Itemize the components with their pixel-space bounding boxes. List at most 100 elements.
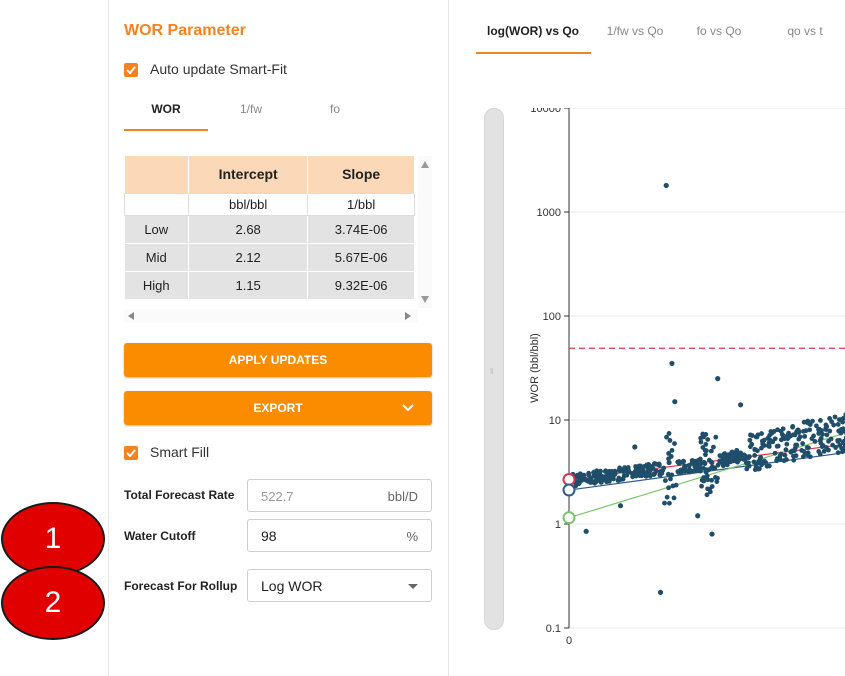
table-row: Low 2.68 3.74E-06 xyxy=(124,215,415,244)
data-point xyxy=(632,444,638,450)
slope-cell[interactable]: 5.67E-06 xyxy=(307,243,415,272)
header-slope: Slope xyxy=(307,156,415,193)
forecast-for-rollup-label: Forecast For Rollup xyxy=(124,579,238,593)
callout-badge-1: 1 xyxy=(1,502,105,576)
data-point xyxy=(812,439,818,444)
data-point xyxy=(792,448,797,454)
export-button[interactable]: EXPORT xyxy=(124,391,432,425)
data-point xyxy=(698,435,704,441)
tab-inverse-fw-vs-qo[interactable]: 1/fw vs Qo xyxy=(606,24,664,38)
data-point xyxy=(602,469,608,474)
data-point xyxy=(796,436,802,442)
data-point xyxy=(646,468,652,474)
water-cutoff-field[interactable]: 98 % xyxy=(247,519,432,552)
y-tick-label: 10 xyxy=(549,415,561,427)
data-point xyxy=(818,440,824,446)
data-point xyxy=(738,402,744,408)
table-horizontal-scrollbar[interactable] xyxy=(124,309,418,323)
apply-updates-button[interactable]: APPLY UPDATES xyxy=(124,343,432,377)
data-point xyxy=(588,475,594,481)
data-point xyxy=(824,424,830,429)
data-point xyxy=(712,465,718,471)
data-point xyxy=(753,434,759,440)
intercept-cell[interactable]: 1.15 xyxy=(188,271,309,300)
data-point xyxy=(755,466,761,472)
data-point xyxy=(661,465,667,471)
forecast-for-rollup-value: Log WOR xyxy=(261,578,323,594)
data-point xyxy=(651,461,657,467)
table-row: Mid 2.12 5.67E-06 xyxy=(124,243,415,272)
data-point xyxy=(702,461,708,467)
row-label: High xyxy=(124,271,189,300)
fit-handle-mid[interactable] xyxy=(562,483,576,497)
data-point xyxy=(598,468,603,474)
intercept-cell[interactable]: 2.68 xyxy=(188,215,309,244)
data-point xyxy=(782,452,788,458)
tab-fo-vs-qo[interactable]: fo vs Qo xyxy=(696,24,742,38)
data-point xyxy=(823,445,829,450)
tab-logwor-vs-qo[interactable]: log(WOR) vs Qo xyxy=(487,24,579,38)
tab-fo[interactable]: fo xyxy=(329,102,340,116)
data-point xyxy=(666,431,672,436)
data-point xyxy=(668,476,673,482)
data-point xyxy=(796,430,802,435)
data-point xyxy=(783,447,789,453)
data-point xyxy=(680,459,686,465)
tab-qo-vs-t[interactable]: qo vs t xyxy=(787,24,823,38)
data-point xyxy=(703,470,709,475)
fit-handle-high[interactable] xyxy=(562,511,576,525)
data-point xyxy=(698,465,703,471)
data-point xyxy=(826,438,831,444)
data-point xyxy=(705,486,711,492)
data-point xyxy=(835,422,841,427)
data-point xyxy=(833,445,839,450)
data-point xyxy=(768,429,774,434)
data-point xyxy=(793,453,799,459)
data-point xyxy=(799,448,805,453)
total-forecast-rate-unit: bbl/D xyxy=(387,489,418,504)
fit-handle-low[interactable] xyxy=(562,472,576,486)
data-point xyxy=(793,442,799,448)
data-point xyxy=(583,528,589,534)
panel-divider xyxy=(448,0,449,676)
data-point xyxy=(574,472,580,478)
data-point xyxy=(616,475,622,481)
tab-wor[interactable]: WOR xyxy=(151,102,181,116)
data-point xyxy=(756,458,762,464)
data-point xyxy=(792,432,798,438)
chart-range-slider[interactable]: ‖ xyxy=(484,108,504,630)
water-cutoff-value: 98 xyxy=(261,528,277,544)
auto-update-label: Auto update Smart-Fit xyxy=(150,61,287,77)
smart-fill-checkbox[interactable] xyxy=(124,446,138,460)
tab-inverse-fw[interactable]: 1/fw xyxy=(239,102,262,116)
data-point xyxy=(668,454,674,459)
data-point xyxy=(726,452,731,457)
y-axis-label: WOR (bbl/bbl) xyxy=(529,333,541,403)
data-point xyxy=(819,444,825,450)
data-point xyxy=(676,461,682,466)
table-vertical-scrollbar[interactable] xyxy=(418,156,432,308)
forecast-for-rollup-select[interactable]: Log WOR xyxy=(247,569,432,602)
data-point xyxy=(617,503,624,509)
panel-title: WOR Parameter xyxy=(124,22,246,39)
data-point xyxy=(698,439,704,445)
data-point xyxy=(774,458,780,464)
data-point xyxy=(818,435,824,441)
data-point xyxy=(816,448,822,454)
data-point xyxy=(709,477,714,483)
auto-update-checkbox[interactable] xyxy=(124,63,138,77)
data-point xyxy=(594,471,600,477)
water-cutoff-label: Water Cutoff xyxy=(124,529,196,543)
slope-cell[interactable]: 3.74E-06 xyxy=(307,215,415,244)
slope-cell[interactable]: 9.32E-06 xyxy=(307,271,415,300)
intercept-cell[interactable]: 2.12 xyxy=(188,243,309,272)
data-point xyxy=(669,472,675,478)
data-point xyxy=(672,399,678,405)
total-forecast-rate-field[interactable]: 522.7 bbl/D xyxy=(247,479,432,512)
data-point xyxy=(699,483,704,489)
data-point xyxy=(784,457,789,462)
data-point xyxy=(705,437,711,442)
data-point xyxy=(772,450,778,456)
row-label: Low xyxy=(124,215,189,244)
data-point xyxy=(606,476,612,482)
